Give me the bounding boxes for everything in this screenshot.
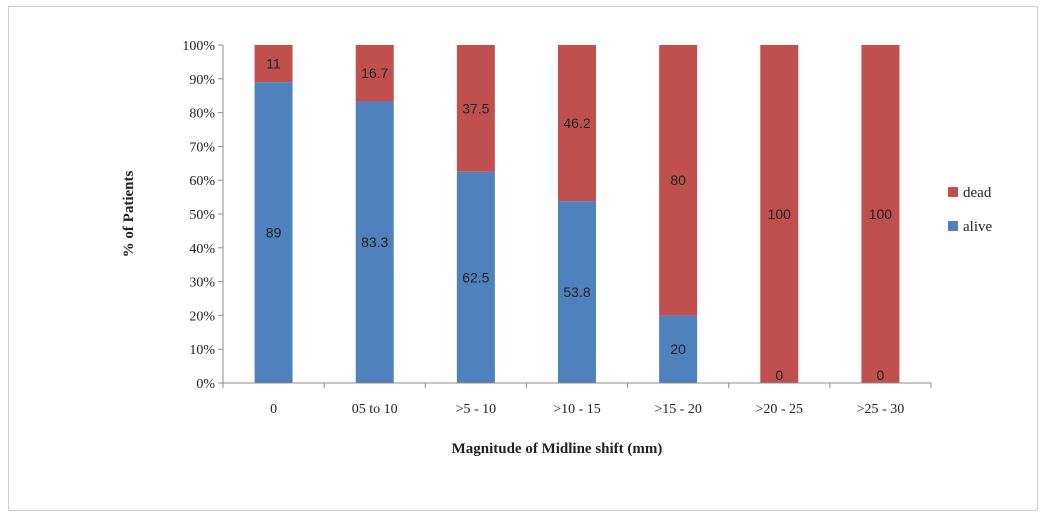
legend-swatch-alive bbox=[948, 221, 958, 231]
data-label-alive: 0 bbox=[775, 367, 783, 383]
legend-label-alive: alive bbox=[963, 219, 992, 235]
data-labels: 89 11 83.3 16.7 62.5 37.5 53.8 46.2 20 80 0 100 0 100 bbox=[266, 56, 893, 383]
x-tick-label: >10 - 15 bbox=[553, 402, 601, 417]
x-tick-label: >25 - 30 bbox=[857, 402, 905, 417]
bar-dead bbox=[254, 45, 293, 83]
bar-alive bbox=[456, 171, 495, 383]
y-tick-label: 80% bbox=[189, 107, 215, 122]
y-tick-label: 100% bbox=[182, 39, 215, 54]
data-label-alive: 83.3 bbox=[361, 234, 388, 250]
bar-alive bbox=[659, 315, 698, 383]
y-tick-label: 90% bbox=[189, 73, 215, 88]
y-tick-label: 0% bbox=[196, 377, 215, 392]
x-tick-label: 05 to 10 bbox=[352, 402, 398, 417]
y-tick-label: 40% bbox=[189, 242, 215, 257]
data-label-dead: 80 bbox=[670, 172, 686, 188]
data-label-alive: 89 bbox=[266, 225, 282, 241]
y-tick-label: 60% bbox=[189, 174, 215, 189]
bars bbox=[254, 45, 900, 384]
data-label-alive: 62.5 bbox=[462, 269, 489, 285]
bar-dead bbox=[558, 45, 596, 202]
stacked-bar-chart: 0% 10% 20% 30% 40% 50% 60% 70% 80% 90% 100% 89 11 83… bbox=[121, 39, 992, 457]
y-tick-label: 20% bbox=[189, 309, 215, 324]
data-label-dead: 37.5 bbox=[462, 100, 489, 116]
y-tick-label: 50% bbox=[189, 208, 215, 223]
x-axis-ticks: 0 05 to 10 >5 - 10 >10 - 15 >15 - 20 >20 - 25… bbox=[222, 383, 932, 417]
data-label-alive: 20 bbox=[670, 341, 686, 357]
bar-alive bbox=[558, 201, 596, 383]
bar-dead bbox=[659, 45, 698, 316]
chart-frame: 0% 10% 20% 30% 40% 50% 60% 70% 80% 90% 100% 89 11 83… bbox=[8, 6, 1038, 511]
bar-dead bbox=[355, 45, 394, 102]
x-tick-label: >15 - 20 bbox=[654, 402, 702, 417]
data-label-dead: 11 bbox=[266, 56, 281, 72]
x-tick-label: 0 bbox=[270, 402, 277, 417]
bar-dead bbox=[861, 45, 900, 383]
bar-alive bbox=[355, 101, 394, 384]
data-label-dead: 16.7 bbox=[361, 65, 388, 81]
data-label-dead: 100 bbox=[869, 206, 893, 222]
y-tick-label: 30% bbox=[189, 276, 215, 291]
data-label-alive: 53.8 bbox=[563, 284, 590, 300]
x-axis-title: Magnitude of Midline shift (mm) bbox=[452, 441, 663, 457]
y-tick-label: 10% bbox=[189, 343, 215, 358]
bar-dead bbox=[456, 45, 495, 172]
data-label-dead: 46.2 bbox=[563, 115, 590, 131]
x-tick-label: >20 - 25 bbox=[756, 402, 804, 417]
legend-label-dead: dead bbox=[963, 185, 992, 201]
bar-dead bbox=[760, 45, 799, 383]
y-axis-ticks: 0% 10% 20% 30% 40% 50% 60% 70% 80% 90% 100% bbox=[182, 39, 223, 392]
y-tick-label: 70% bbox=[189, 140, 215, 155]
data-label-dead: 100 bbox=[768, 206, 792, 222]
x-tick-label: >5 - 10 bbox=[456, 402, 497, 417]
data-label-alive: 0 bbox=[877, 367, 885, 383]
legend-swatch-dead bbox=[948, 187, 958, 197]
y-axis-title: % of Patients bbox=[121, 171, 137, 258]
legend: dead alive bbox=[948, 185, 992, 235]
bar-alive bbox=[254, 82, 293, 384]
